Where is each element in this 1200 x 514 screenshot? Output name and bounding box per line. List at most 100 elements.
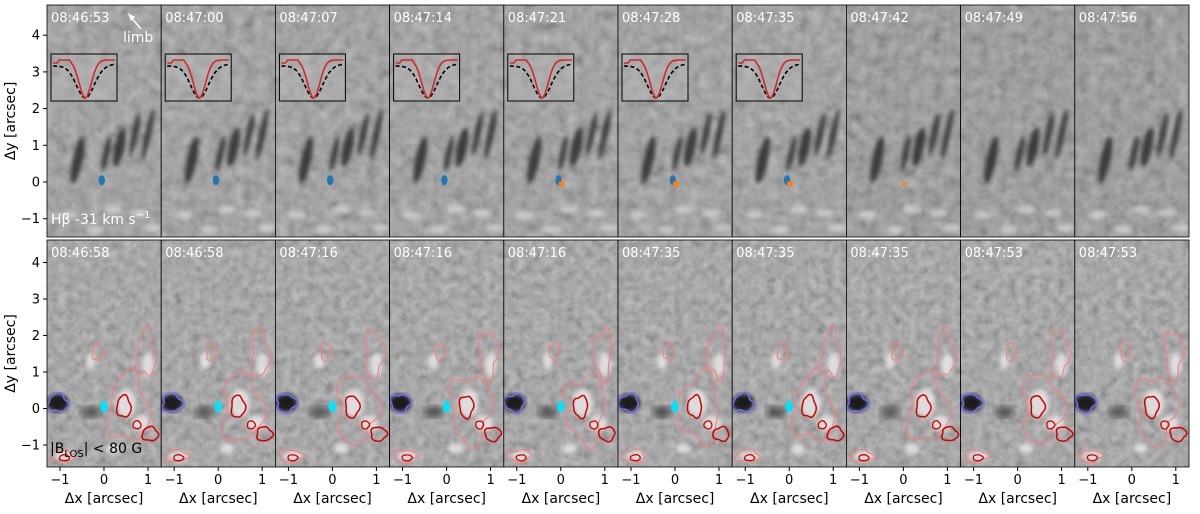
dark-fibrils: [70, 108, 155, 184]
line-profile-inset: [278, 53, 346, 102]
positive-contour-outer: [505, 449, 532, 464]
timestamp: 08:47:21: [508, 11, 566, 26]
x-tick-label: −1: [1078, 473, 1097, 488]
x-tick-label: −1: [393, 473, 412, 488]
x-tick-label: −1: [507, 473, 526, 488]
limb-label: limb: [123, 30, 153, 46]
line-profile-inset: [621, 53, 689, 102]
positive-contour-inner: [1030, 395, 1047, 419]
timestamp: 08:47:53: [1079, 246, 1137, 261]
positive-contour-inner: [589, 420, 599, 430]
footpoint-marker: [671, 400, 679, 413]
y-tick-label: 4: [32, 256, 40, 271]
x-axis-title: Δx [arcsec]: [978, 491, 1057, 507]
positive-contour-outer: [91, 341, 104, 362]
positive-contour-inner: [931, 420, 942, 430]
footpoint-marker: [328, 400, 336, 413]
positive-contour-inner: [1046, 420, 1056, 430]
dark-fibrils: [984, 108, 1068, 184]
bottom-row-panels: 08:46:58 08:46:58 08:47:16 08:47:16 08:47:16…: [46, 239, 1190, 468]
panel-texture: [275, 5, 390, 237]
footpoint-marker: [785, 400, 793, 413]
line-profile-inset: [507, 53, 575, 102]
x-tick-label: 0: [1013, 473, 1021, 488]
timestamp: 08:46:58: [51, 246, 109, 261]
x-tick-label: 0: [671, 473, 679, 488]
positive-contour-outer: [1119, 343, 1132, 363]
bright-grains: [973, 205, 1075, 234]
x-tick-label: −1: [165, 473, 184, 488]
timestamp: 08:47:16: [508, 246, 566, 261]
positive-contour-outer: [820, 323, 842, 379]
positive-contour-outer: [320, 342, 333, 363]
bright-grains: [630, 205, 733, 234]
x-axis-title: Δx [arcsec]: [522, 491, 601, 507]
negative-pore: [732, 394, 754, 413]
bright-grains: [859, 205, 961, 234]
timestamp: 08:46:58: [165, 246, 223, 261]
positive-contour-outer: [391, 449, 419, 464]
bright-grains: [288, 205, 390, 234]
positive-contour-inner: [344, 395, 362, 419]
bright-grains: [516, 205, 618, 234]
positive-contour-inner: [1143, 395, 1161, 420]
event-marker: [441, 175, 448, 186]
panel-texture: [960, 240, 1075, 467]
positive-contour-inner: [629, 454, 641, 462]
field-contours: [961, 329, 1074, 463]
positive-contour-inner: [915, 394, 932, 418]
x-tick-label: −1: [279, 473, 298, 488]
x-axis-title: Δx [arcsec]: [179, 491, 258, 507]
timestamp: 08:47:35: [622, 246, 680, 261]
y-tick-label: 2: [32, 329, 40, 344]
x-tick-label: 0: [1128, 473, 1136, 488]
x-tick-label: −1: [50, 473, 69, 488]
field-contours: [732, 323, 845, 463]
x-tick-label: 0: [557, 473, 565, 488]
positive-contour-inner: [597, 426, 616, 443]
x-tick-label: 0: [100, 473, 108, 488]
positive-contour-outer: [1076, 449, 1105, 464]
y-tick-label: 3: [32, 65, 40, 80]
panel-texture: [275, 240, 390, 467]
positive-contour-inner: [972, 454, 985, 462]
positive-contour-inner: [255, 425, 275, 442]
bottom-panel-4: 08:47:16: [389, 239, 505, 468]
footpoint-marker: [443, 400, 451, 413]
y-tick-label: −1: [21, 439, 40, 454]
positive-contour-inner: [141, 425, 160, 442]
field-contours: [846, 325, 960, 462]
negative-contour: [389, 393, 413, 415]
bottom-panel-8: 08:47:35: [846, 239, 962, 468]
positive-contour-inner: [1055, 426, 1074, 442]
field-contours: [503, 326, 616, 464]
x-tick-label: 1: [372, 473, 380, 488]
bottom-panel-7: 08:47:35: [731, 239, 847, 468]
positive-contour-outer: [105, 367, 151, 442]
x-tick-label: 0: [328, 473, 336, 488]
positive-contour-inner: [246, 420, 257, 430]
positive-contour-inner: [483, 426, 503, 443]
positive-contour-inner: [230, 394, 247, 418]
line-profile-inset: [393, 53, 461, 102]
dark-fibrils: [1098, 108, 1182, 184]
field-contours: [161, 326, 275, 463]
dark-fibrils: [184, 108, 269, 184]
bottom-panel-2: 08:46:58: [160, 239, 276, 468]
bottom-panel-1: 08:46:58: [46, 239, 162, 468]
timestamp: 08:47:53: [965, 246, 1023, 261]
y-tick-label: 0: [32, 402, 40, 417]
negative-pore: [503, 394, 526, 413]
y-tick-label: 1: [32, 139, 40, 154]
y-axis-title: Δy [arcsec]: [3, 314, 19, 393]
timestamp: 08:47:56: [1079, 11, 1137, 26]
positive-contour-inner: [115, 393, 132, 418]
field-contours: [389, 330, 503, 464]
panel-texture: [1074, 240, 1189, 467]
timestamp: 08:47:16: [394, 246, 452, 261]
timestamp: 08:47:28: [622, 11, 680, 26]
footpoint-marker: [557, 400, 565, 413]
positive-contour-outer: [448, 376, 494, 449]
timestamp: 08:47:16: [279, 246, 337, 261]
negative-contour: [161, 392, 186, 413]
